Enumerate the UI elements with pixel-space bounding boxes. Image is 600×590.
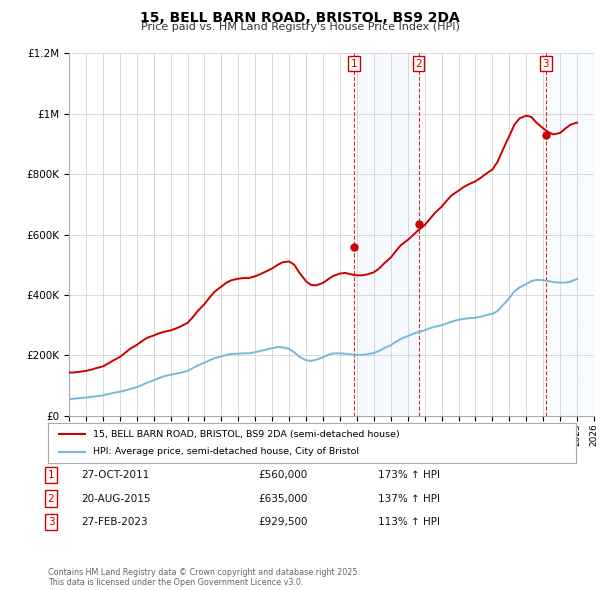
Text: HPI: Average price, semi-detached house, City of Bristol: HPI: Average price, semi-detached house,… [93, 447, 359, 457]
Text: Price paid vs. HM Land Registry's House Price Index (HPI): Price paid vs. HM Land Registry's House … [140, 22, 460, 32]
Text: £929,500: £929,500 [258, 517, 308, 527]
Text: Contains HM Land Registry data © Crown copyright and database right 2025.
This d: Contains HM Land Registry data © Crown c… [48, 568, 360, 587]
Bar [546, 53, 594, 416]
Text: 137% ↑ HPI: 137% ↑ HPI [378, 494, 440, 503]
Text: 27-FEB-2023: 27-FEB-2023 [81, 517, 148, 527]
Text: 20-AUG-2015: 20-AUG-2015 [81, 494, 151, 503]
Text: £635,000: £635,000 [258, 494, 307, 503]
Text: 15, BELL BARN ROAD, BRISTOL, BS9 2DA (semi-detached house): 15, BELL BARN ROAD, BRISTOL, BS9 2DA (se… [93, 430, 400, 439]
Text: 1: 1 [47, 470, 55, 480]
Text: 27-OCT-2011: 27-OCT-2011 [81, 470, 149, 480]
Text: £560,000: £560,000 [258, 470, 307, 480]
Text: 173% ↑ HPI: 173% ↑ HPI [378, 470, 440, 480]
Text: 3: 3 [47, 517, 55, 527]
Text: 15, BELL BARN ROAD, BRISTOL, BS9 2DA: 15, BELL BARN ROAD, BRISTOL, BS9 2DA [140, 11, 460, 25]
Text: 1: 1 [351, 58, 358, 68]
Text: 2: 2 [415, 58, 422, 68]
Text: 113% ↑ HPI: 113% ↑ HPI [378, 517, 440, 527]
Bar [354, 53, 419, 416]
Text: 3: 3 [542, 58, 549, 68]
Text: 2: 2 [47, 494, 55, 503]
